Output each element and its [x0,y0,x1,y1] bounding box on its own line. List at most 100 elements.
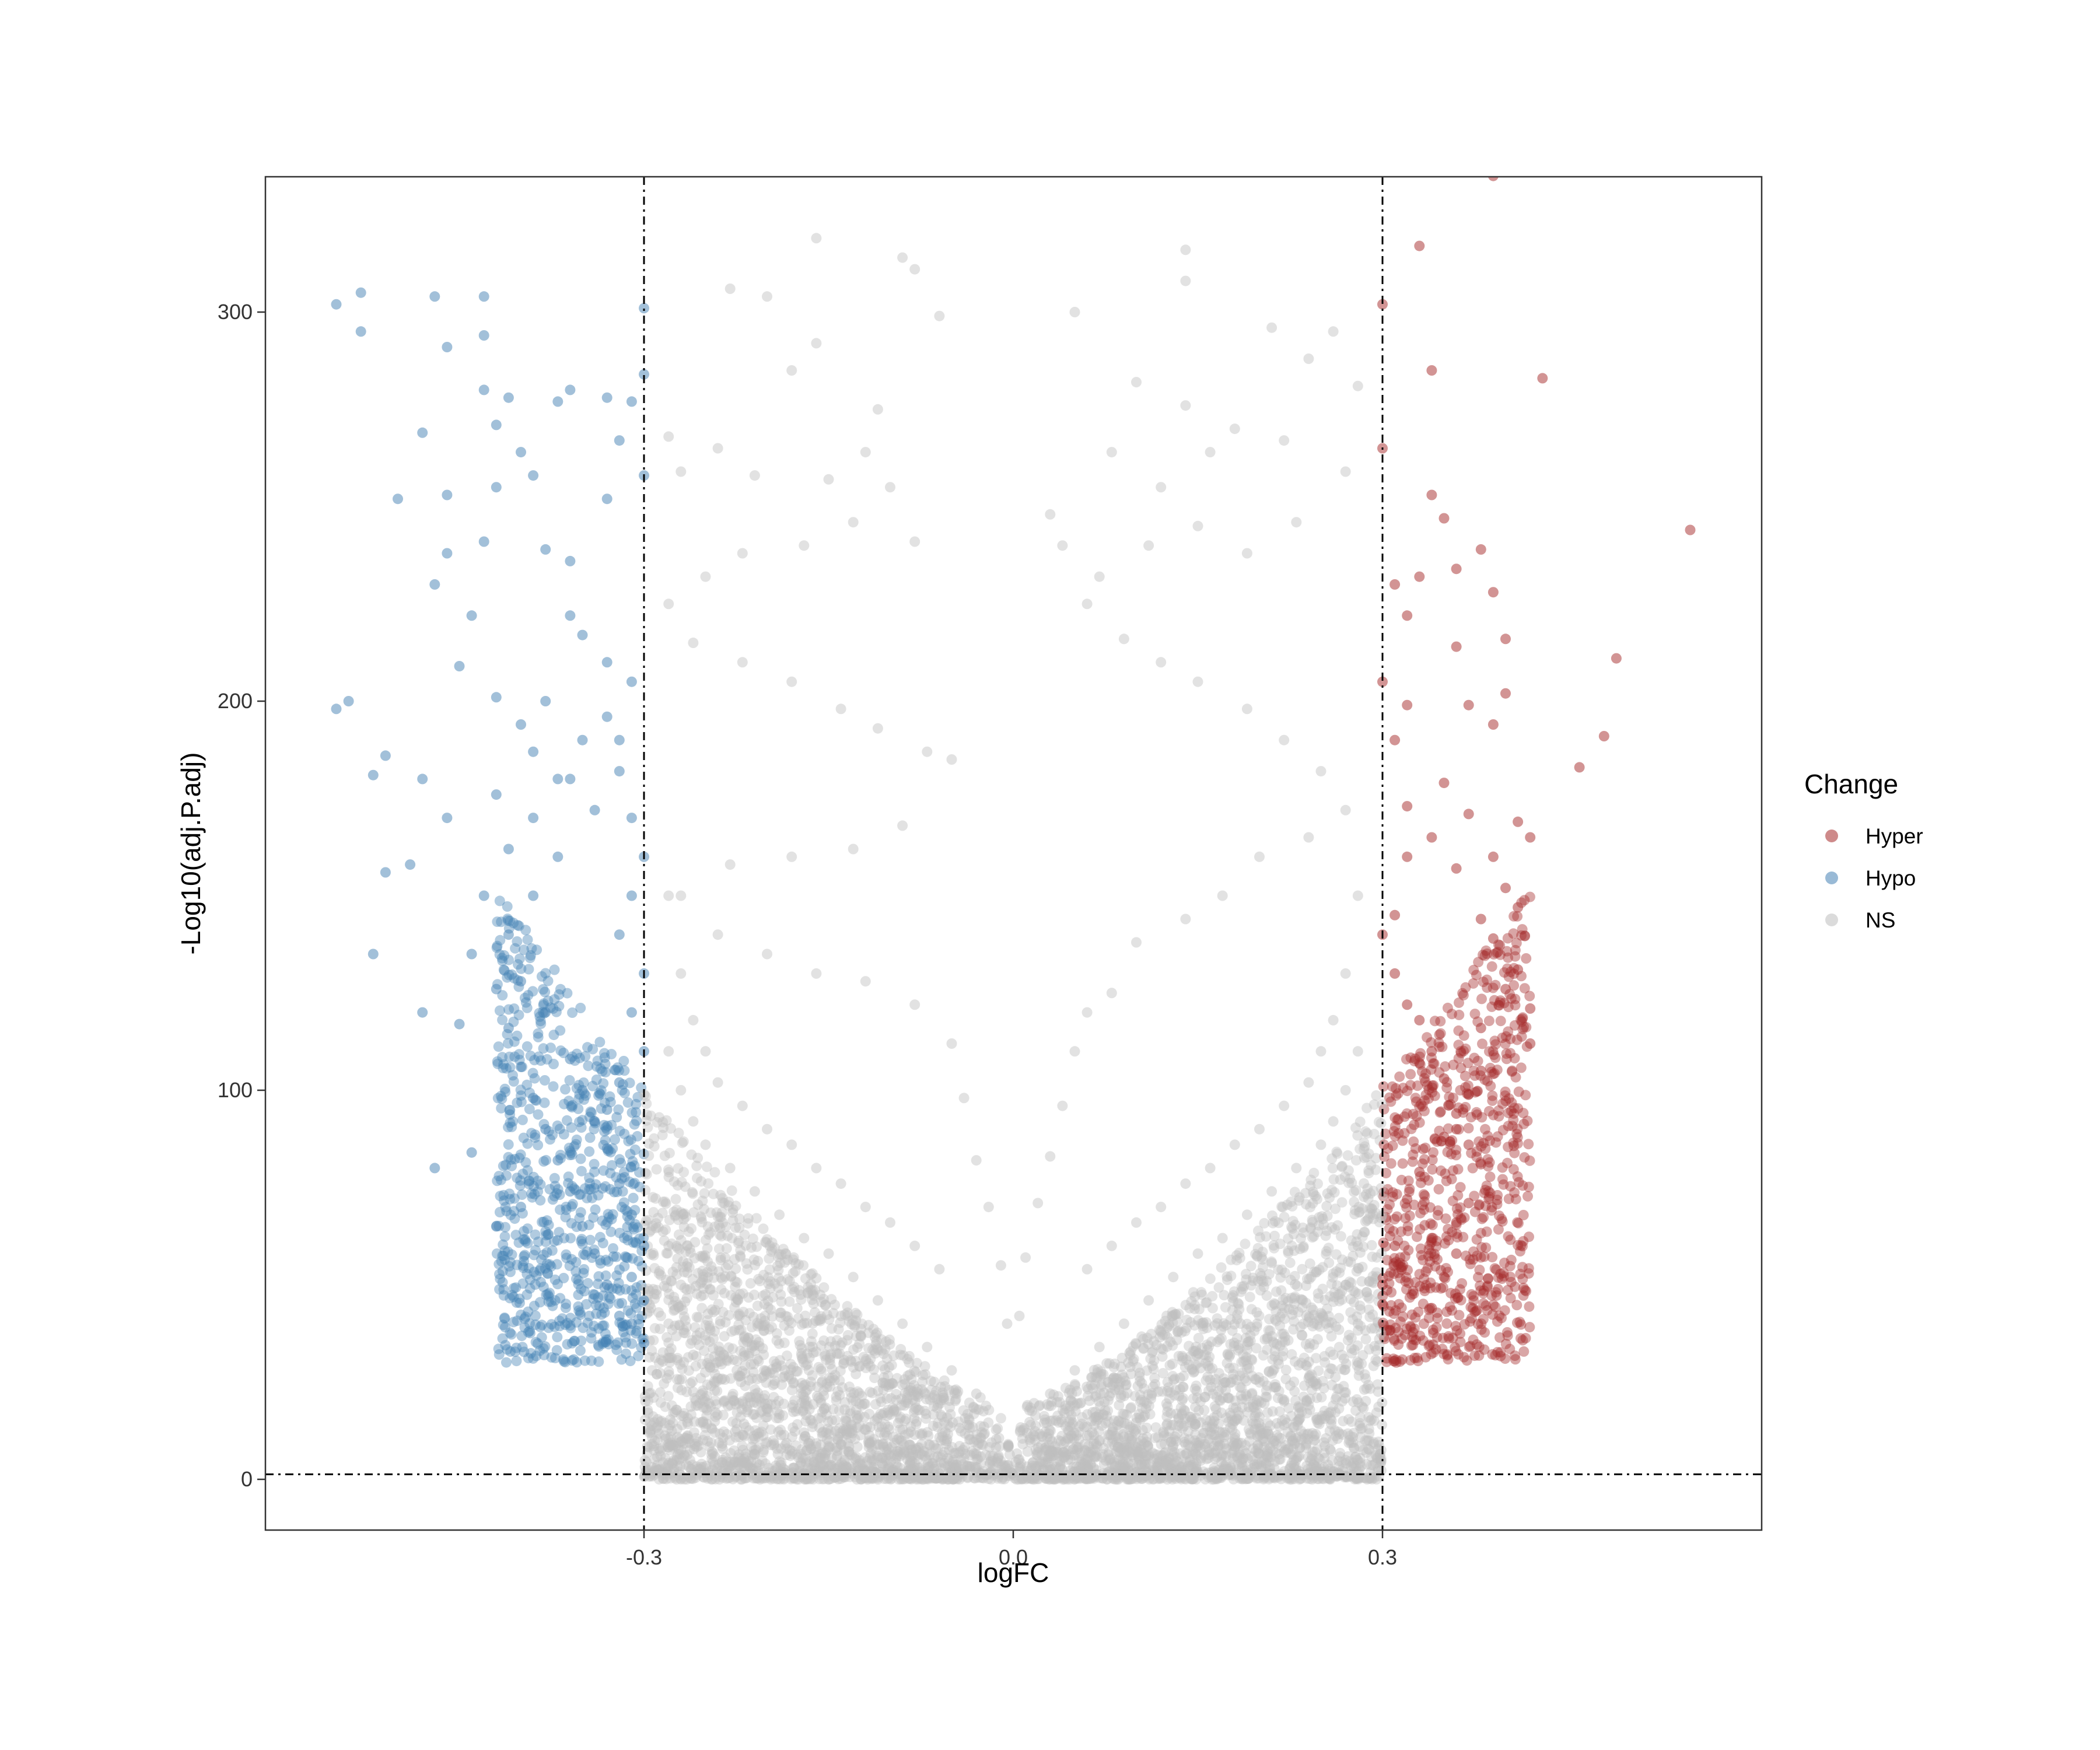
density-point [713,1219,724,1230]
density-point [1446,1174,1457,1185]
density-point [888,1406,899,1417]
density-point [600,1328,611,1339]
density-point [844,1381,855,1392]
density-point [1245,1335,1256,1346]
density-point [1296,1294,1306,1305]
density-point [1482,974,1492,985]
density-point [494,895,505,907]
density-point [652,1464,663,1475]
density-point [704,1323,715,1334]
density-point [1108,1468,1118,1479]
density-point [1312,1178,1323,1189]
density-point [535,1195,546,1206]
density-point [1387,1140,1398,1152]
density-point [1300,1339,1311,1350]
density-point [1402,1226,1413,1237]
density-point [1080,1474,1091,1485]
density-point [613,1298,624,1309]
density-point [549,964,560,975]
density-point [643,1441,654,1452]
density-point [611,1270,622,1281]
density-point [1486,1066,1497,1077]
density-point [1209,1441,1220,1452]
density-point [1139,1438,1150,1449]
density-point [629,1298,640,1309]
density-point [1392,1268,1404,1278]
density-point [581,1298,592,1310]
density-point [569,1335,580,1346]
density-point [587,1044,598,1055]
density-point [889,1437,900,1448]
density-point [1361,1447,1372,1458]
density-point [1502,933,1513,944]
density-point [1159,1329,1170,1340]
density-point [555,1025,566,1036]
density-point [643,1150,654,1161]
density-point [1373,1317,1384,1328]
density-point [533,1109,544,1120]
density-point [666,1276,677,1287]
density-point [1306,1467,1317,1478]
density-point [874,1439,885,1450]
density-point [656,1310,666,1321]
density-point [663,1441,674,1452]
density-point [1262,1344,1273,1355]
density-point [806,1269,817,1280]
density-point [1497,1125,1508,1136]
density-point [982,1469,993,1480]
density-point [576,1122,587,1133]
density-point [881,1447,892,1458]
density-point [1258,1282,1269,1292]
density-point [645,1225,656,1236]
density-point [921,1474,932,1485]
density-point [662,1439,673,1450]
density-point [1030,1444,1041,1455]
density-point [1322,1410,1333,1421]
density-point [1362,1183,1373,1194]
density-point [1515,1268,1526,1279]
density-point [1409,1119,1420,1130]
density-point [925,1376,936,1387]
density-point [668,1176,680,1187]
density-point [1092,1364,1103,1375]
density-point [718,1426,729,1437]
density-point [495,935,506,946]
density-point [565,1146,576,1157]
density-point [743,1292,754,1303]
density-point [696,1458,707,1469]
density-point [880,1427,891,1438]
density-point [923,1439,935,1450]
density-point [1494,949,1506,960]
density-point [739,1331,750,1342]
density-point [909,1465,920,1476]
density-point [1427,1339,1438,1350]
density-point [622,1235,634,1246]
density-point [758,1349,769,1360]
density-point [673,1214,684,1226]
density-point [1451,1203,1462,1214]
density-point [1244,1473,1255,1483]
density-point [1217,1470,1228,1481]
point-density-layer [491,891,1535,1485]
density-point [1458,990,1469,1000]
density-point [1012,1448,1023,1459]
density-point [645,1417,656,1428]
density-point [520,1157,531,1168]
density-point [1306,1302,1317,1313]
density-point [721,1243,732,1254]
density-point [935,1398,946,1409]
density-point [1245,1330,1256,1341]
density-point [902,1353,913,1364]
density-point [1301,1408,1312,1419]
density-point [743,1213,754,1224]
density-point [1509,1147,1520,1158]
density-point [611,1283,622,1294]
density-point [804,1436,816,1447]
density-point [1327,1272,1338,1283]
density-point [1269,1242,1280,1254]
density-point [585,1106,596,1117]
density-point [1520,930,1530,942]
density-point [775,1307,786,1318]
density-point [1046,1474,1058,1485]
density-point [1338,1353,1349,1364]
